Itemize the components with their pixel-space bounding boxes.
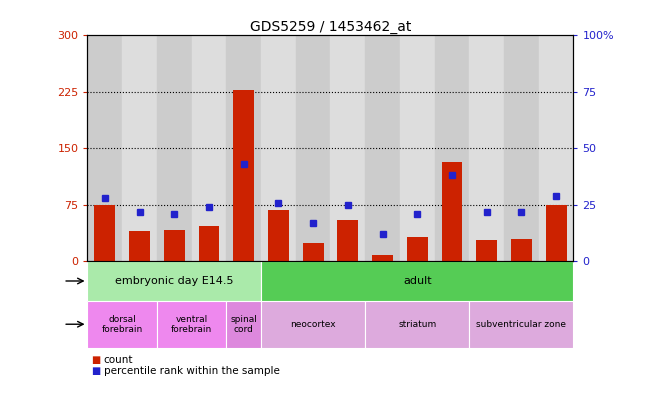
Text: embryonic day E14.5: embryonic day E14.5 xyxy=(115,276,233,286)
Bar xyxy=(372,255,393,261)
Bar xyxy=(295,35,330,261)
Bar xyxy=(226,35,261,261)
Text: ■: ■ xyxy=(91,354,100,365)
Bar xyxy=(157,301,226,348)
Bar xyxy=(226,301,261,348)
Bar xyxy=(192,35,226,261)
Bar xyxy=(87,301,157,348)
Bar xyxy=(469,301,573,348)
Bar xyxy=(261,261,573,301)
Text: ■: ■ xyxy=(91,366,100,376)
Bar xyxy=(198,226,220,261)
Bar xyxy=(233,90,254,261)
Bar xyxy=(122,35,157,261)
Bar xyxy=(476,240,497,261)
Title: GDS5259 / 1453462_at: GDS5259 / 1453462_at xyxy=(249,20,411,34)
Text: neocortex: neocortex xyxy=(290,320,336,329)
Bar xyxy=(303,242,323,261)
Bar xyxy=(157,35,192,261)
Bar xyxy=(365,35,400,261)
Bar xyxy=(261,35,295,261)
Bar xyxy=(469,35,504,261)
Text: dorsal
forebrain: dorsal forebrain xyxy=(102,314,143,334)
Bar xyxy=(504,35,538,261)
Text: adult: adult xyxy=(403,276,432,286)
Bar xyxy=(400,35,435,261)
Bar xyxy=(330,35,365,261)
Bar xyxy=(538,35,573,261)
Bar xyxy=(164,230,185,261)
Bar xyxy=(268,210,289,261)
Text: spinal
cord: spinal cord xyxy=(230,314,257,334)
Bar xyxy=(129,231,150,261)
Bar xyxy=(95,205,115,261)
Text: count: count xyxy=(104,354,133,365)
Text: striatum: striatum xyxy=(398,320,436,329)
Text: percentile rank within the sample: percentile rank within the sample xyxy=(104,366,279,376)
Bar xyxy=(365,301,469,348)
Bar xyxy=(546,205,566,261)
Bar xyxy=(261,301,365,348)
Text: subventricular zone: subventricular zone xyxy=(476,320,566,329)
Bar xyxy=(435,35,469,261)
Bar xyxy=(511,239,532,261)
Bar xyxy=(338,220,358,261)
Bar xyxy=(87,35,122,261)
Text: ventral
forebrain: ventral forebrain xyxy=(171,314,213,334)
Bar xyxy=(407,237,428,261)
Bar xyxy=(441,162,463,261)
Bar xyxy=(87,261,261,301)
